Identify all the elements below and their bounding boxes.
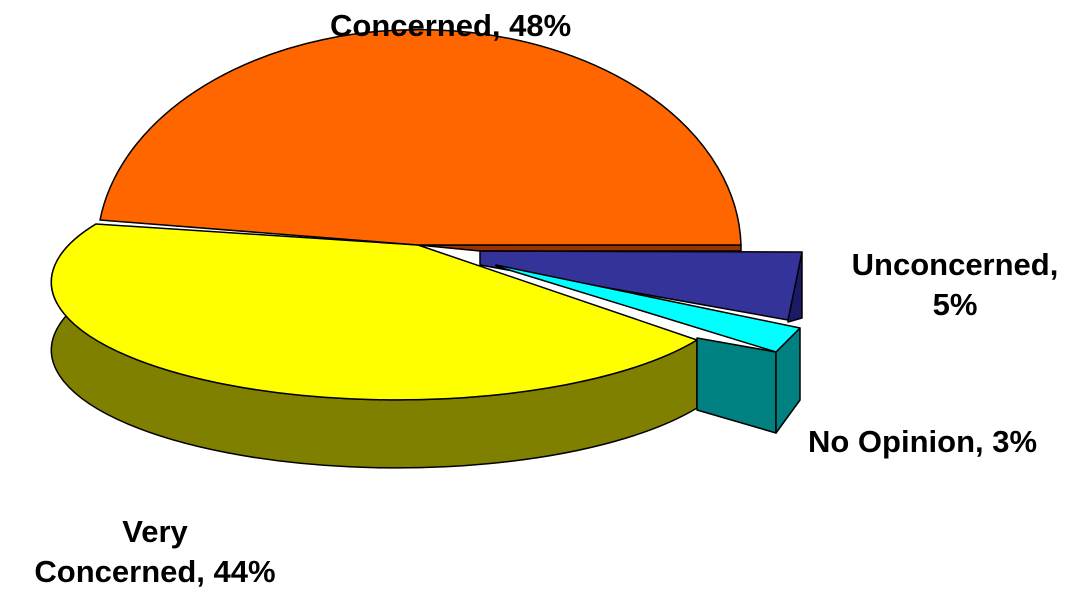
data-label-no-opinion: No Opinion, 3% [808,424,1038,459]
data-label-concerned: Concerned, 48% [330,8,572,43]
slice-very-concerned [50,223,698,401]
slice-side-no-opinion [696,337,777,434]
slice-concerned [99,28,742,246]
data-label-very-concerned-line1: Very [122,514,188,549]
data-label-very-concerned-line2: Concerned, 44% [34,554,276,589]
data-label-unconcerned: Unconcerned, 5% [830,245,1080,325]
slice-side-concerned [417,244,742,252]
slice-no-opinion [495,264,801,353]
data-label-very-concerned: Very Concerned, 44% [5,512,305,592]
data-label-unconcerned-line1: Unconcerned, [851,247,1059,282]
data-label-unconcerned-line2: 5% [932,287,978,322]
slice-unconcerned [479,250,803,321]
